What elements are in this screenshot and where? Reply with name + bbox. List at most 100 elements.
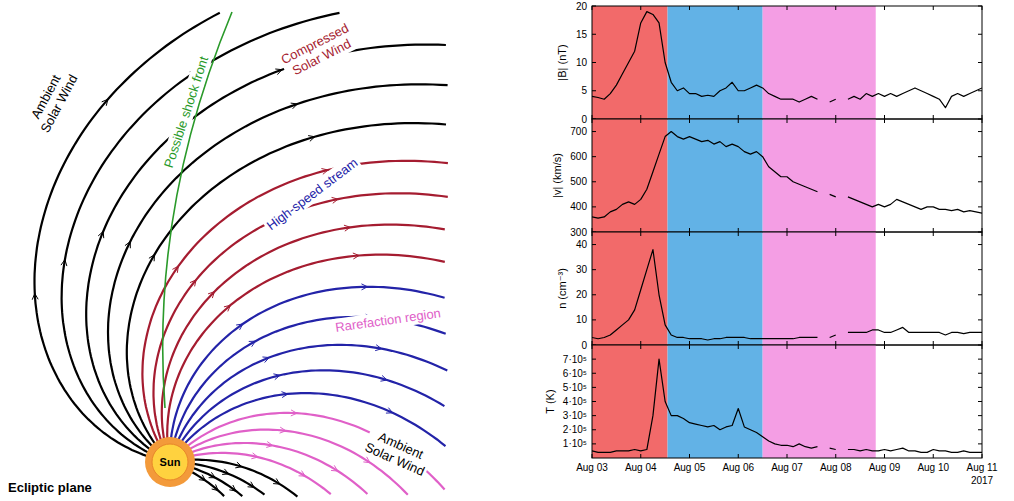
x-tick [982,119,983,123]
x-tick [738,119,739,123]
flow-arrow [172,266,178,273]
y-tick-label: 1·10⁵ [563,438,587,449]
plot-area [592,119,982,232]
y-tick-label: 2·10⁵ [563,424,587,435]
x-tick [738,6,739,10]
figure: SunAmbientSolar WindPossible shock front… [0,0,1014,501]
flow-arrow [236,324,243,330]
y-tick-label: 700 [570,126,587,137]
x-tick [738,341,739,345]
y-tick-label: 500 [570,176,587,187]
field-line [162,225,445,439]
y-tick [592,387,596,388]
y-tick [592,294,596,295]
shaded-interval [592,6,668,119]
x-tick [787,6,788,10]
field-line [108,84,448,446]
x-tick [933,228,934,232]
label-line: Solar Wind [37,72,80,135]
x-tick [982,341,983,345]
flow-arrow [375,345,381,351]
plot-frame [592,345,982,458]
flow-arrow [102,99,108,106]
x-tick [787,119,788,123]
x-tick [689,6,690,10]
x-tick [884,228,885,232]
flow-arrow [190,280,196,287]
x-tick [738,345,739,349]
y-tick [978,429,982,430]
shaded-interval [592,232,668,345]
data-line [592,132,982,219]
x-tick [787,115,788,119]
y-axis-title: T (K) [544,389,556,413]
x-tick [592,6,593,10]
y-tick [592,206,596,207]
flow-arrow [229,485,236,491]
x-tick [689,345,690,349]
y-tick [978,62,982,63]
y-tick [592,62,596,63]
x-tick [738,115,739,119]
label-patch [159,52,212,172]
flow-arrow [266,442,272,448]
shaded-interval [668,232,763,345]
x-tick [640,115,641,119]
x-tick [738,232,739,236]
flow-arrow [291,103,298,109]
diagram-label-group: Possible shock front [159,52,212,172]
diagram-label-group: AmbientSolar Wind [22,63,82,138]
x-tick [689,454,690,458]
shaded-interval [592,345,668,458]
shaded-interval [592,119,668,232]
x-tick [738,228,739,232]
y-tick [592,6,596,7]
y-tick [592,131,596,132]
x-tick [592,345,593,349]
y-tick-label: 0 [581,340,587,351]
y-axis-title: |B| (nT) [556,44,568,80]
label-patch [332,304,444,336]
x-tick [884,345,885,349]
flow-arrow [273,374,280,380]
y-tick-label: 3·10⁵ [563,410,587,421]
y-tick [978,294,982,295]
y-tick [978,359,982,360]
flow-arrow [273,478,280,484]
diagram-label-group: High-speed stream [261,153,362,235]
data-line [592,250,982,340]
y-tick [978,443,982,444]
plot-area [592,6,982,119]
flow-arrow [363,457,370,463]
y-tick-label: 10 [576,57,588,68]
shaded-interval [763,232,876,345]
panel: 1·10⁵2·10⁵3·10⁵4·10⁵5·10⁵6·10⁵7·10⁵Aug 0… [544,345,998,486]
x-tick [982,232,983,236]
x-tick [787,232,788,236]
flow-arrow [262,357,269,363]
y-tick [592,244,596,245]
plot-frame [592,6,982,119]
label-patch [22,63,82,138]
label-patch [261,153,362,235]
plot-frame [592,119,982,232]
x-tick [787,454,788,458]
y-tick [978,206,982,207]
flow-arrow [248,482,255,488]
label-patch [276,18,360,82]
y-tick-label: 15 [576,29,588,40]
y-tick-label: 40 [576,239,588,250]
flow-arrow [291,410,297,416]
y-tick-label: 4·10⁵ [563,396,587,407]
x-tick [689,341,690,345]
y-tick [592,359,596,360]
y-tick [978,181,982,182]
x-tick [982,6,983,10]
y-tick [592,181,596,182]
flow-arrow [249,341,256,347]
y-tick [592,401,596,402]
x-tick [933,341,934,345]
x-tick [592,232,593,236]
y-tick-label: 7·10⁵ [563,354,587,365]
x-tick [933,119,934,123]
